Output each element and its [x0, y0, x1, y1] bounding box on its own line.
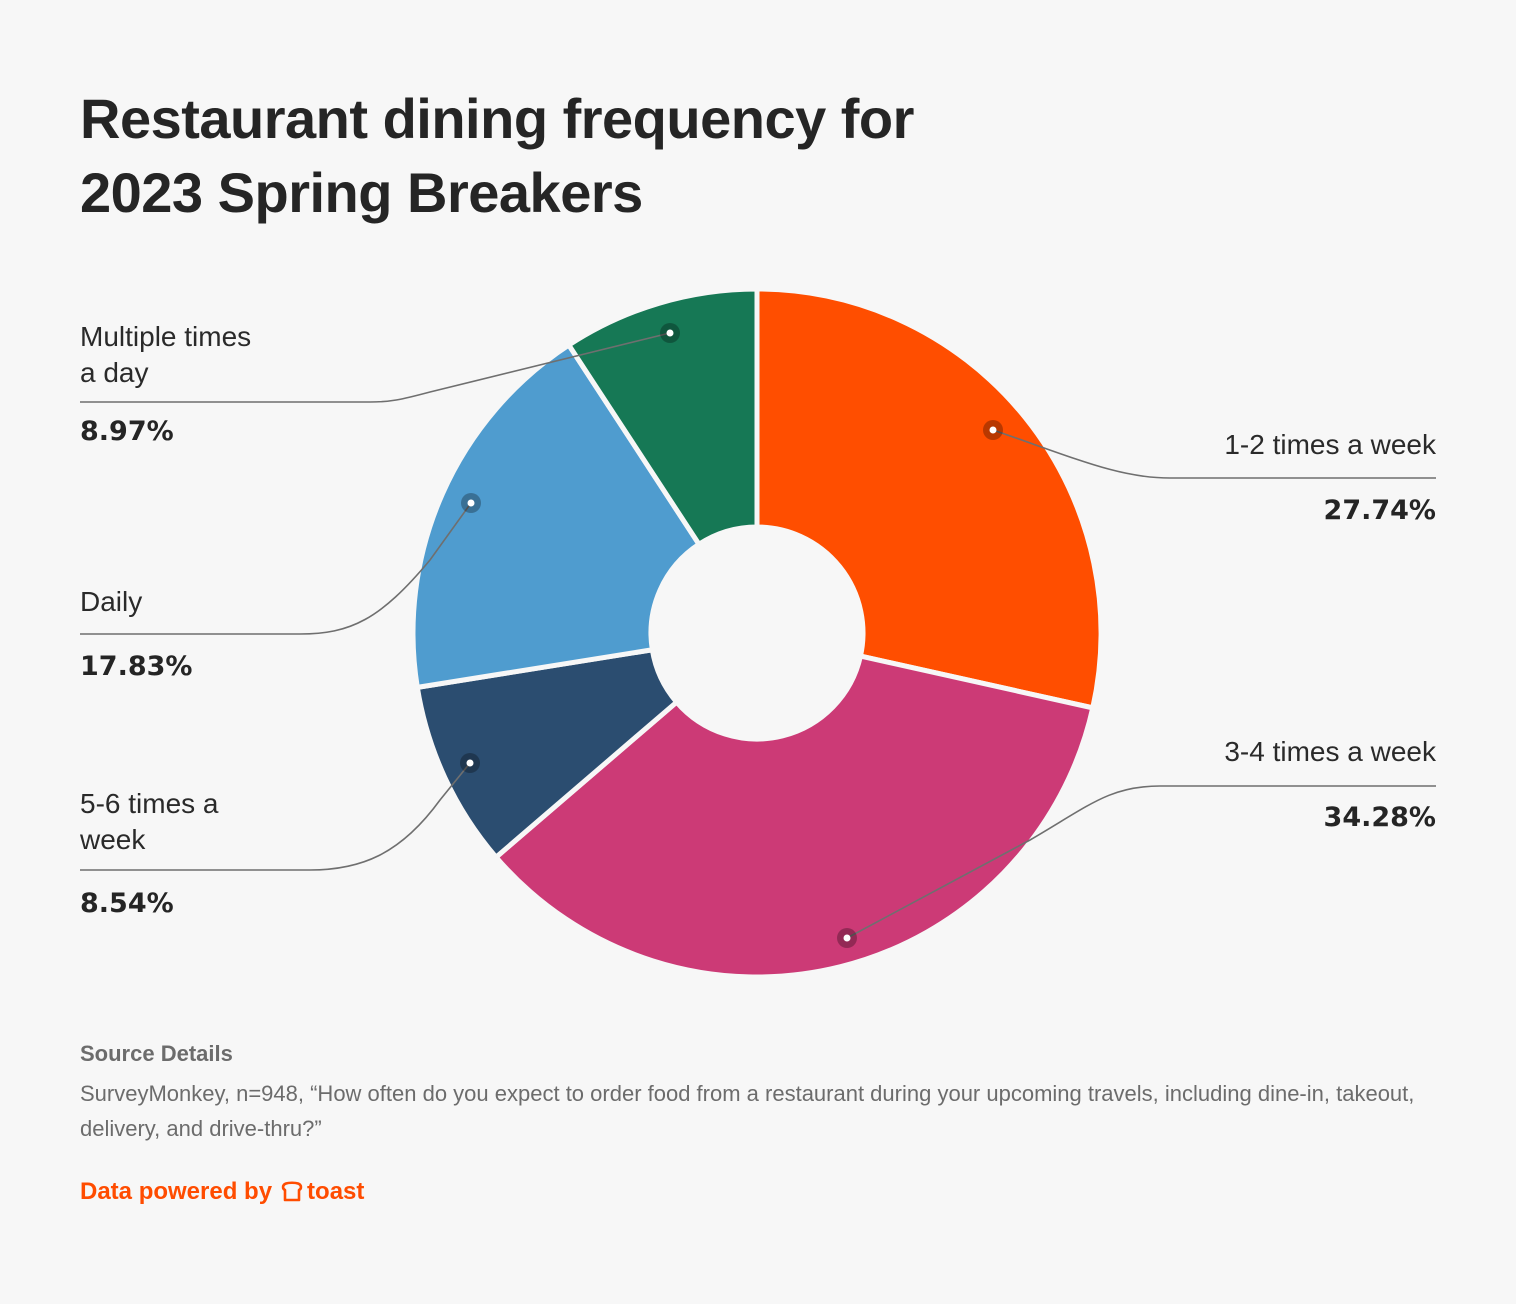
footer-credit: Data powered by toast — [80, 1178, 364, 1206]
slice-daily[interactable] — [410, 342, 702, 690]
leader-line-5-6-times-a-week — [80, 762, 471, 871]
pct-multiple-times-a-day: 8.97% — [80, 416, 174, 447]
toast-brand-name: toast — [307, 1178, 365, 1205]
pct-3-4-times-a-week: 34.28% — [1323, 802, 1436, 833]
chart-title: Restaurant dining frequency for 2023 Spr… — [80, 82, 1080, 230]
slice-3-4-times-a-week[interactable] — [493, 653, 1096, 980]
label-5-6-times-a-week: 5-6 times a week — [80, 788, 219, 855]
slice-1-2-times-a-week[interactable] — [754, 286, 1104, 711]
slice-multiple-times-a-day[interactable] — [566, 286, 760, 547]
leader-dot-daily — [467, 499, 475, 507]
pct-5-6-times-a-week: 8.54% — [80, 888, 174, 919]
leader-line-1-2-times-a-week — [992, 429, 1436, 479]
chart-title-line-1: Restaurant dining frequency for — [80, 87, 914, 150]
label-3-4-times-a-week: 3-4 times a week — [1224, 736, 1436, 767]
toast-brand[interactable]: toast — [280, 1178, 364, 1206]
chart-title-line-2: 2023 Spring Breakers — [80, 161, 643, 224]
toast-logo-icon — [281, 1181, 303, 1202]
leader-line-multiple-times-a-day — [80, 332, 671, 403]
label-1-2-times-a-week: 1-2 times a week — [1224, 429, 1436, 460]
label-daily: Daily — [80, 586, 143, 617]
label-multiple-times-a-day: Multiple times a day — [80, 321, 252, 388]
source-text: SurveyMonkey, n=948, “How often do you e… — [80, 1081, 1415, 1141]
leader-dot-multiple-times-a-day — [666, 329, 674, 337]
footer-prefix: Data powered by — [80, 1178, 273, 1205]
slice-5-6-times-a-week[interactable] — [414, 647, 680, 860]
pct-daily: 17.83% — [80, 651, 193, 682]
leader-dot-1-2-times-a-week — [989, 426, 997, 434]
source-heading: Source Details — [80, 1041, 233, 1066]
leader-line-3-4-times-a-week — [846, 785, 1436, 939]
leader-dot-3-4-times-a-week — [843, 934, 851, 942]
leader-line-daily — [80, 502, 472, 635]
pct-1-2-times-a-week: 27.74% — [1323, 495, 1436, 526]
leader-dot-5-6-times-a-week — [466, 759, 474, 767]
